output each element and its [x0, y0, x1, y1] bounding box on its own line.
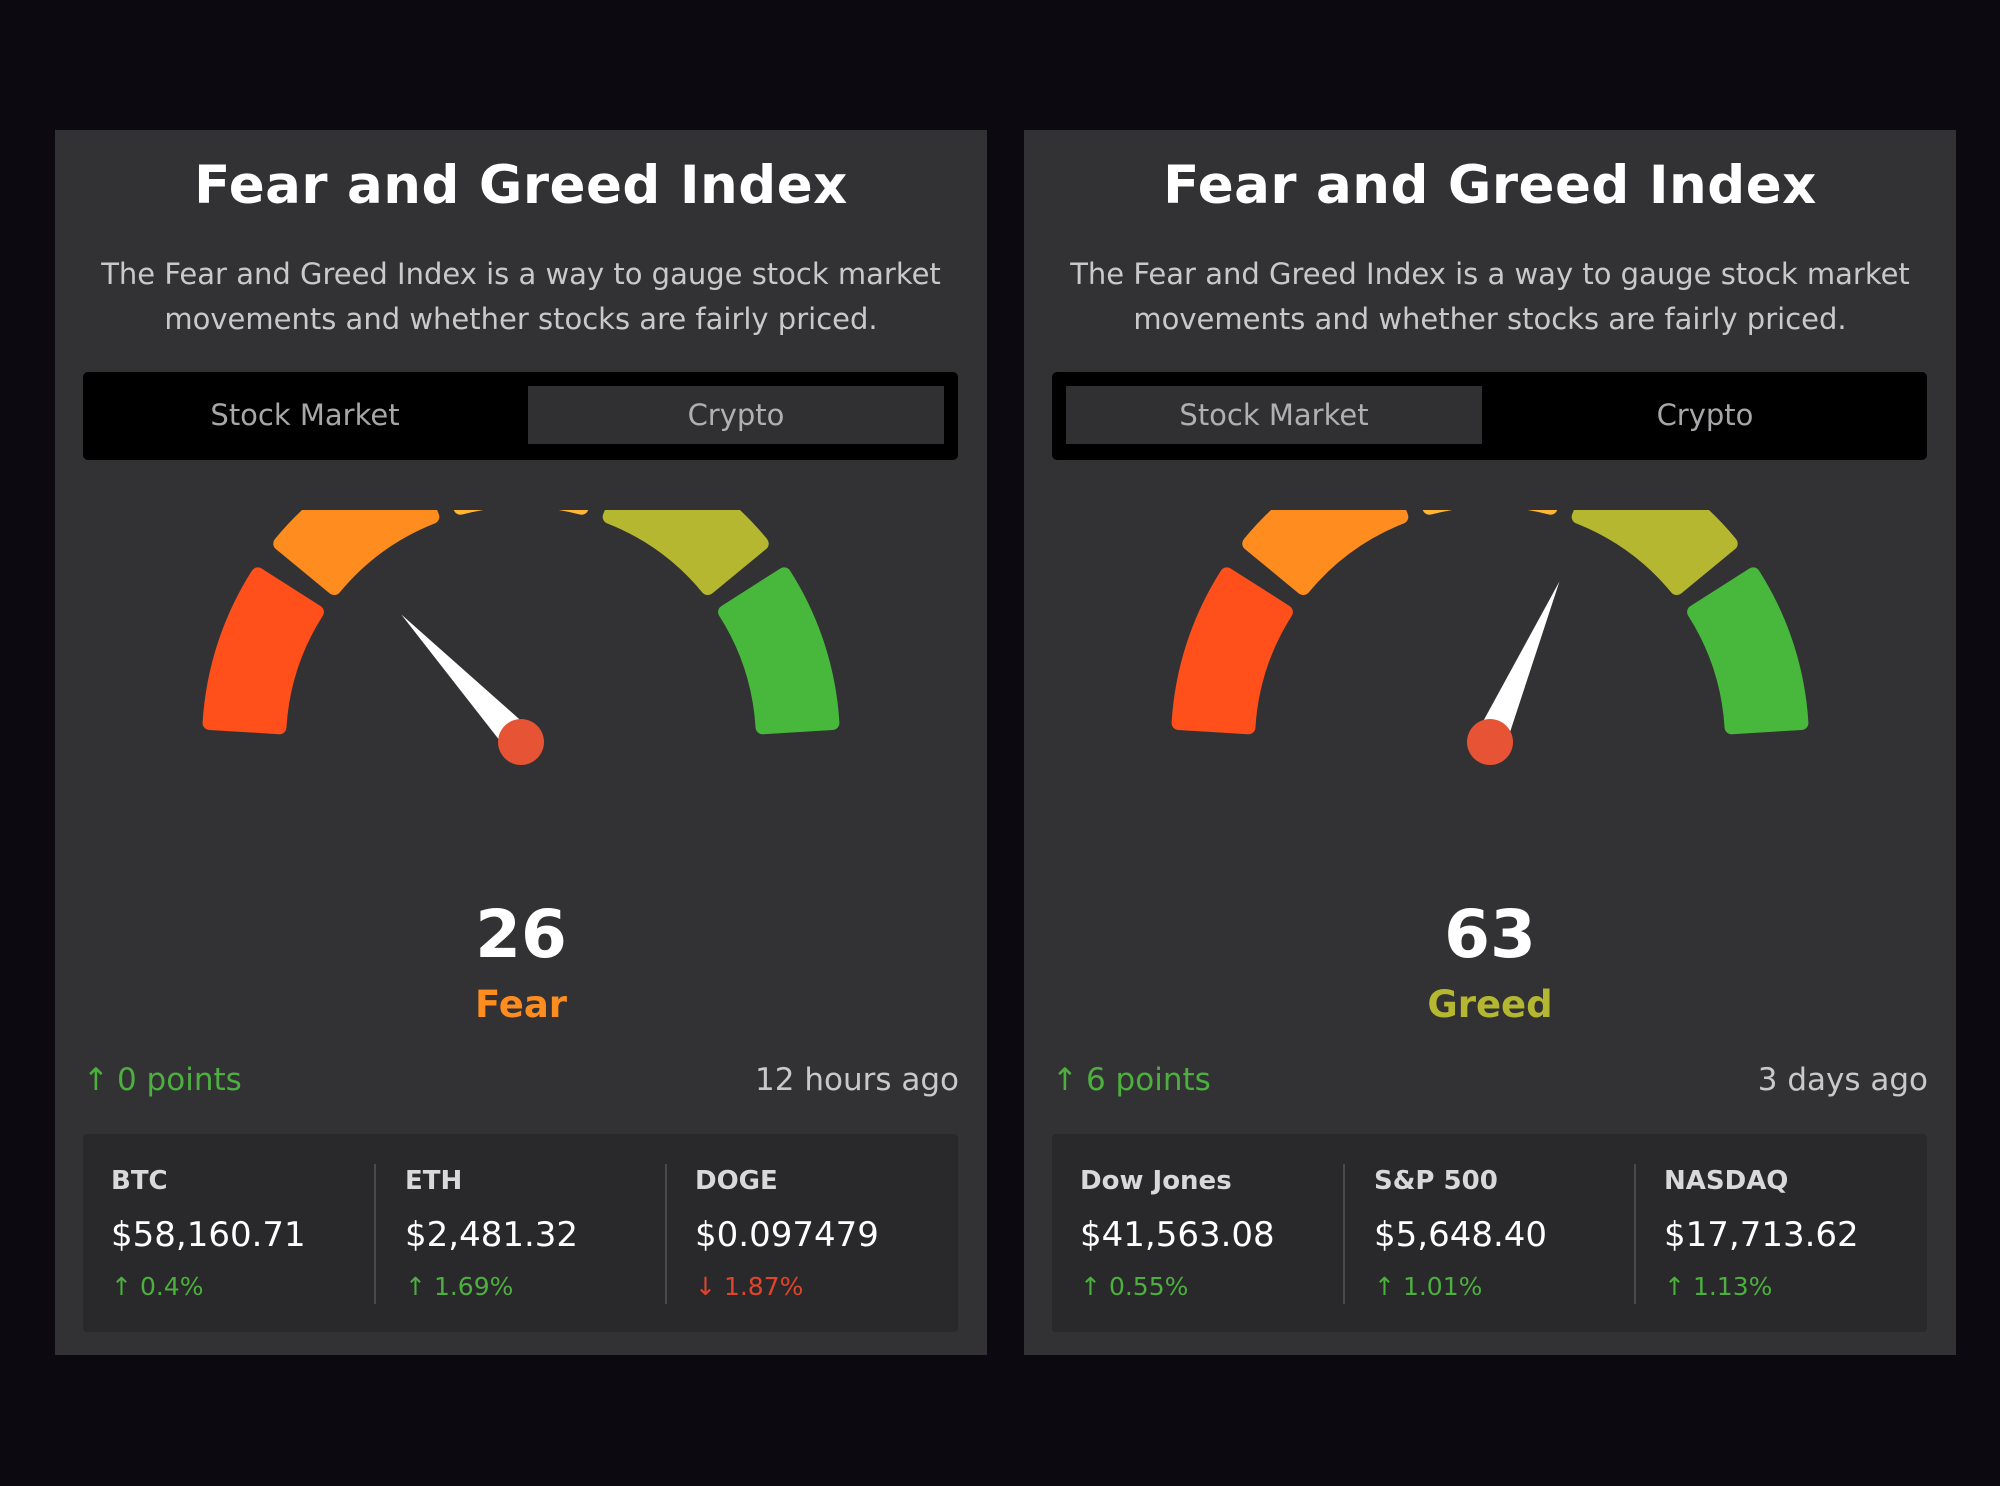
- ticker-name: ETH: [405, 1166, 463, 1196]
- gauge-segment-greed: [602, 510, 769, 596]
- ticker-change: ↑ 1.01%: [1374, 1270, 1482, 1304]
- tab-stock-market[interactable]: Stock Market: [210, 398, 400, 432]
- ticker-panel: Dow Jones $41,563.08 ↑ 0.55% S&P 500 $5,6…: [1052, 1134, 1927, 1332]
- gauge-segment-extreme-fear: [1171, 567, 1293, 735]
- gauge-segment-greed: [1571, 510, 1738, 596]
- gauge-segment-fear: [273, 510, 440, 596]
- arrow-up-icon: ↑: [83, 1062, 109, 1098]
- market-tabs: Stock Market Crypto: [83, 372, 958, 460]
- points-change: ↑ 6 points: [1052, 1058, 1211, 1102]
- ticker-price: $5,648.40: [1374, 1215, 1548, 1255]
- gauge-segment-extreme-greed: [718, 567, 840, 735]
- ticker-change: ↑ 0.55%: [1080, 1270, 1188, 1304]
- sentiment-label: Fear: [474, 983, 568, 1026]
- arrow-up-icon: ↑: [1374, 1272, 1395, 1301]
- ticker-divider: [1634, 1164, 1636, 1304]
- index-score: 63: [1444, 896, 1536, 973]
- ticker-panel: BTC $58,160.71 ↑ 0.4% ETH $2,481.32 ↑ 1.69…: [83, 1134, 958, 1332]
- ticker-divider: [374, 1164, 376, 1304]
- ticker-change-value: 1.87%: [723, 1272, 804, 1301]
- arrow-up-icon: ↑: [1664, 1272, 1685, 1301]
- arrow-up-icon: ↑: [1052, 1062, 1078, 1098]
- tab-crypto[interactable]: Crypto: [528, 386, 944, 444]
- ticker-change-value: 0.4%: [139, 1272, 204, 1301]
- ticker-price: $58,160.71: [111, 1215, 306, 1255]
- arrow-up-icon: ↑: [405, 1272, 426, 1301]
- arrow-down-icon: ↓: [695, 1272, 716, 1301]
- sentiment-label: Greed: [1427, 983, 1553, 1026]
- ticker-change: ↑ 1.13%: [1664, 1270, 1772, 1304]
- ticker-change-value: 1.69%: [433, 1272, 514, 1301]
- ticker-change: ↑ 1.69%: [405, 1270, 513, 1304]
- points-change-text: 6 points: [1085, 1062, 1211, 1098]
- card-title: Fear and Greed Index: [194, 155, 848, 216]
- ticker-change: ↑ 0.4%: [111, 1270, 203, 1304]
- gauge-segment-extreme-greed: [1687, 567, 1809, 735]
- fear-greed-gauge: [1171, 510, 1809, 765]
- card-description: The Fear and Greed Index is a way to gau…: [101, 257, 941, 336]
- fear-greed-gauge: [202, 510, 840, 765]
- ticker-name: NASDAQ: [1664, 1166, 1789, 1196]
- tab-crypto[interactable]: Crypto: [1656, 398, 1754, 432]
- arrow-up-icon: ↑: [1080, 1272, 1101, 1301]
- ticker-name: BTC: [111, 1166, 168, 1196]
- ticker-change-value: 0.55%: [1108, 1272, 1189, 1301]
- ticker-divider: [1343, 1164, 1345, 1304]
- gauge-needle: [401, 614, 533, 753]
- ticker-price: $17,713.62: [1664, 1215, 1859, 1255]
- gauge-needle-pivot: [1467, 719, 1513, 765]
- card-description: The Fear and Greed Index is a way to gau…: [1070, 257, 1910, 336]
- ticker-change: ↓ 1.87%: [695, 1270, 803, 1304]
- ticker-price: $2,481.32: [405, 1215, 579, 1255]
- gauge-needle-pivot: [498, 719, 544, 765]
- gauge-segment-extreme-fear: [202, 567, 324, 735]
- fear-greed-card-stock-market: Fear and Greed Index The Fear and Greed …: [1024, 130, 1956, 1355]
- ticker-divider: [665, 1164, 667, 1304]
- ticker-price: $41,563.08: [1080, 1215, 1275, 1255]
- fear-greed-card-crypto: Fear and Greed Index The Fear and Greed …: [55, 130, 987, 1355]
- ticker-price: $0.097479: [695, 1215, 879, 1255]
- card-title: Fear and Greed Index: [1163, 155, 1817, 216]
- points-change: ↑ 0 points: [83, 1058, 242, 1102]
- tab-stock-market[interactable]: Stock Market: [1066, 386, 1482, 444]
- ticker-name: DOGE: [695, 1166, 778, 1196]
- last-updated: 12 hours ago: [755, 1062, 959, 1098]
- ticker-change-value: 1.13%: [1692, 1272, 1773, 1301]
- points-change-text: 0 points: [116, 1062, 242, 1098]
- market-tabs: Stock Market Crypto: [1052, 372, 1927, 460]
- last-updated: 3 days ago: [1757, 1062, 1928, 1098]
- index-score: 26: [475, 896, 567, 973]
- ticker-name: Dow Jones: [1080, 1166, 1232, 1196]
- arrow-up-icon: ↑: [111, 1272, 132, 1301]
- ticker-name: S&P 500: [1374, 1166, 1498, 1196]
- gauge-needle: [1475, 581, 1560, 749]
- gauge-segment-fear: [1242, 510, 1409, 596]
- ticker-change-value: 1.01%: [1402, 1272, 1483, 1301]
